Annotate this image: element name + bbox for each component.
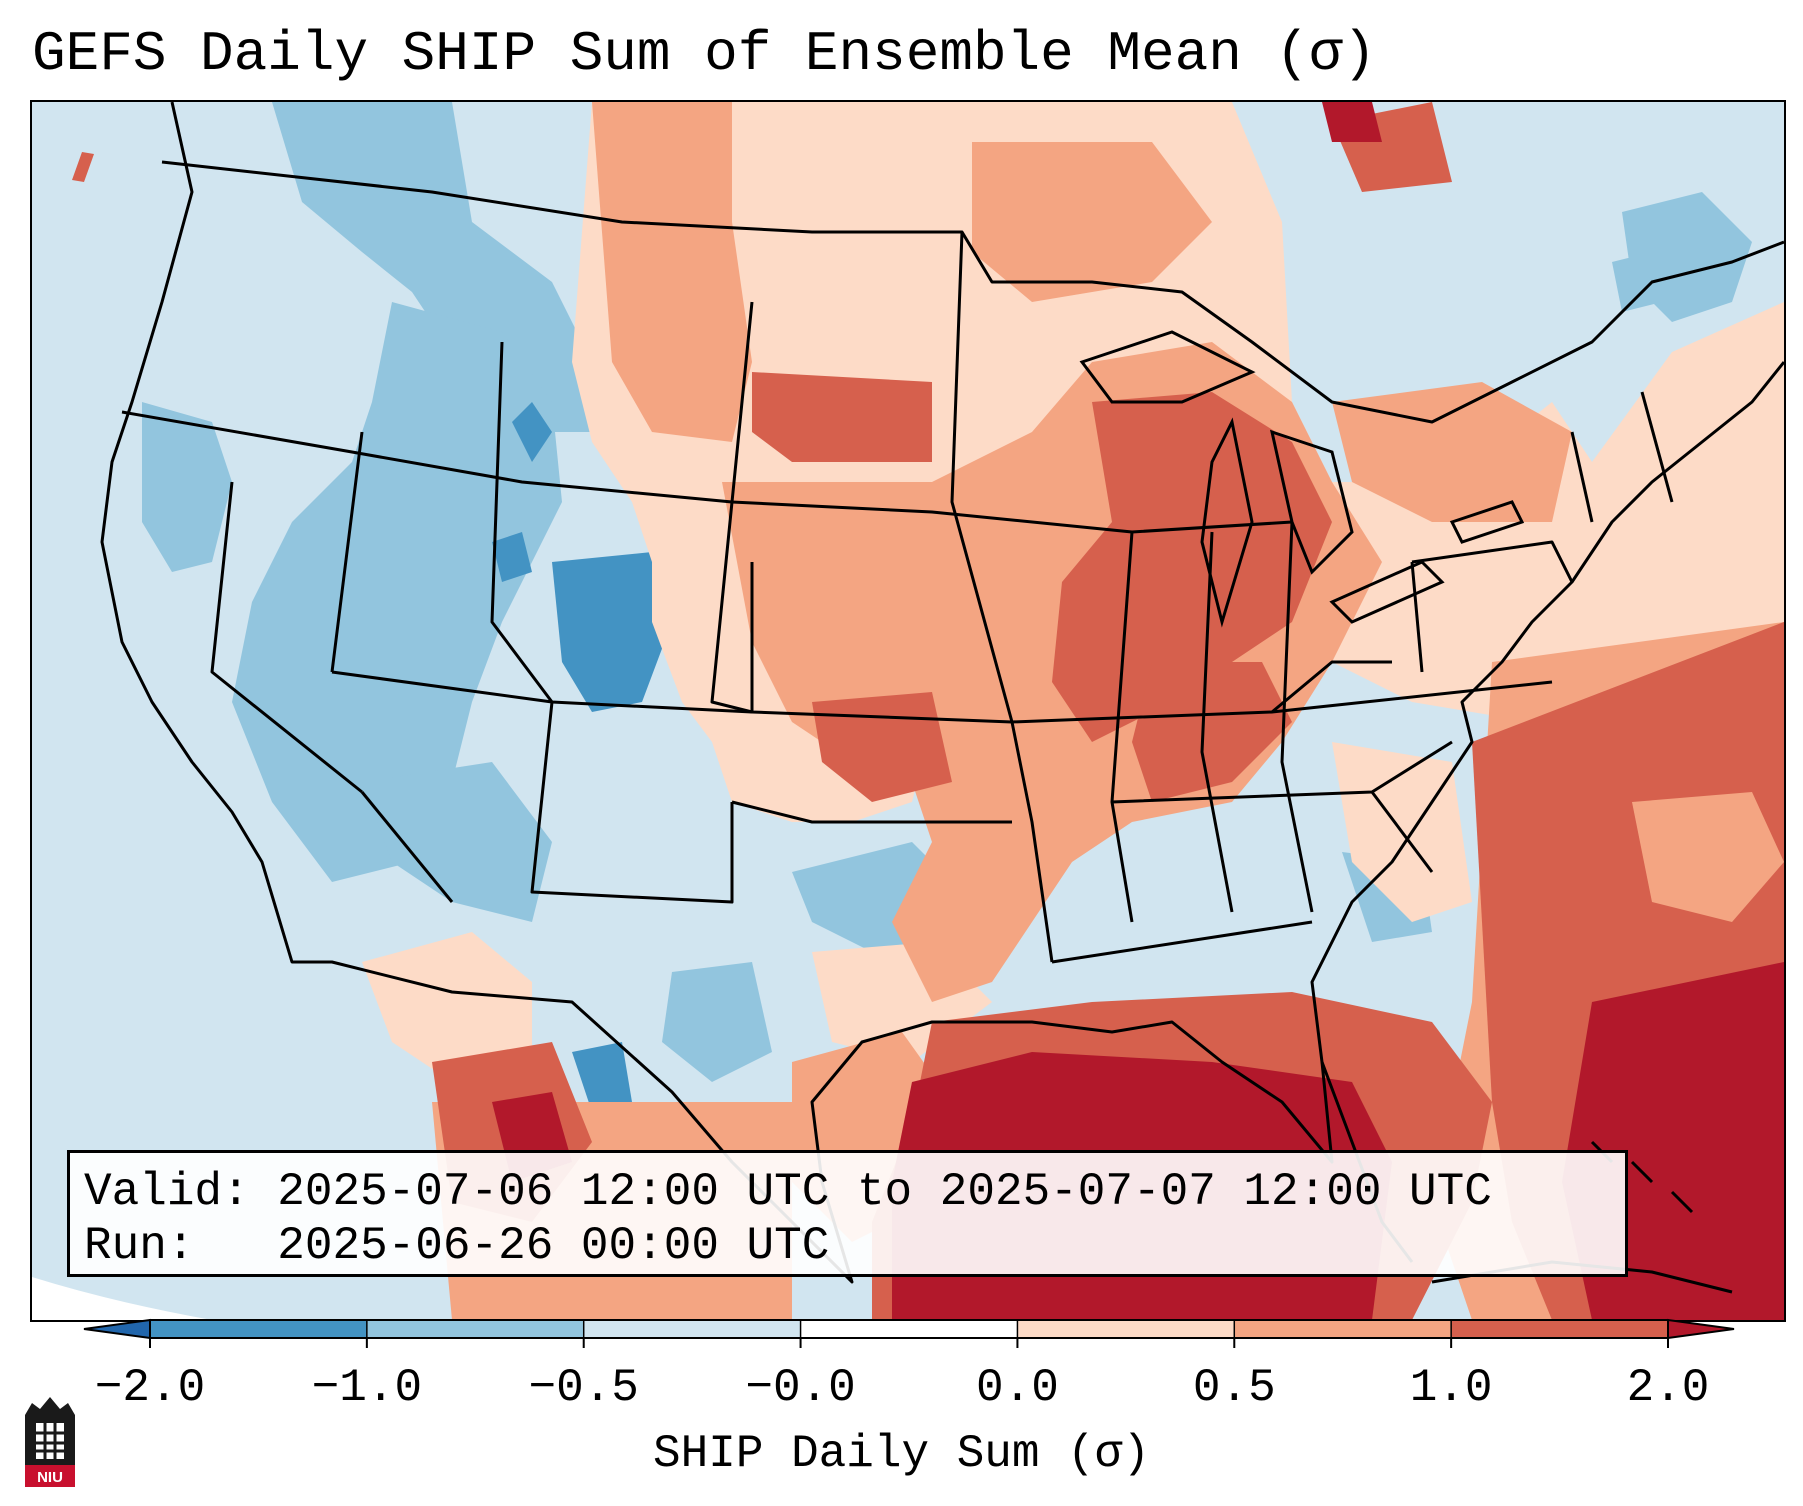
colorbar-tick-label: −2.0 xyxy=(94,1362,206,1414)
colorbar-tick-label: −0.0 xyxy=(745,1362,856,1414)
colorbar-tick-label: −1.0 xyxy=(311,1362,423,1414)
negative-anomaly-patches xyxy=(142,102,1752,1112)
colorbar-segment xyxy=(1017,1320,1235,1338)
colorbar-segment xyxy=(800,1320,1018,1338)
niu-logo-text: NIU xyxy=(37,1469,63,1486)
colorbar-under-arrow xyxy=(83,1318,151,1340)
colorbar-segment xyxy=(150,1320,368,1338)
colorbar-segment xyxy=(583,1320,802,1338)
anomaly-map[interactable] xyxy=(30,100,1786,1322)
great-lakes xyxy=(1079,330,1525,628)
niu-logo: NIU xyxy=(25,1397,75,1487)
colorbar-segment xyxy=(1234,1320,1452,1338)
colorbar-label: SHIP Daily Sum (σ) xyxy=(653,1428,1150,1480)
map-title: GEFS Daily SHIP Sum of Ensemble Mean (σ) xyxy=(32,22,1377,86)
valid-run-info-box: Valid: 2025-07-06 12:00 UTC to 2025-07-0… xyxy=(67,1150,1628,1277)
colorbar-segment xyxy=(1451,1320,1669,1338)
colorbar-tick-label: 0.0 xyxy=(976,1362,1059,1414)
colorbar-over-arrow xyxy=(1667,1318,1735,1340)
political-borders xyxy=(100,102,1784,1284)
colorbar-tick-label: 1.0 xyxy=(1409,1362,1493,1414)
run-value: 2025-06-26 00:00 UTC xyxy=(277,1220,830,1272)
run-label: Run: xyxy=(84,1220,195,1272)
colorbar-tick-label: 0.5 xyxy=(1192,1362,1276,1414)
colorbar-tick-label: 2.0 xyxy=(1626,1362,1710,1414)
valid-value: 2025-07-06 12:00 UTC to 2025-07-07 12:00… xyxy=(277,1166,1492,1218)
colorbar-segment xyxy=(366,1320,585,1338)
colorbar-tick-label: −0.5 xyxy=(528,1362,639,1414)
valid-label: Valid: xyxy=(84,1166,250,1218)
colorbar xyxy=(83,1318,1735,1348)
